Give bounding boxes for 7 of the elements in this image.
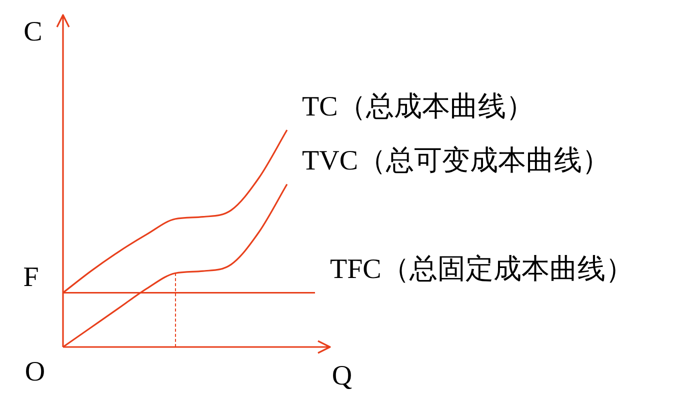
text: F <box>23 262 39 294</box>
series-label: TC（总成本曲线） <box>302 91 534 122</box>
y-axis-title: C <box>24 16 42 48</box>
text: O <box>24 356 46 388</box>
series-label: TFC（总固定成本曲线） <box>330 254 634 286</box>
series-label: TVC（总可变成本曲线） <box>302 146 610 177</box>
x-axis-title: Q <box>332 360 352 392</box>
